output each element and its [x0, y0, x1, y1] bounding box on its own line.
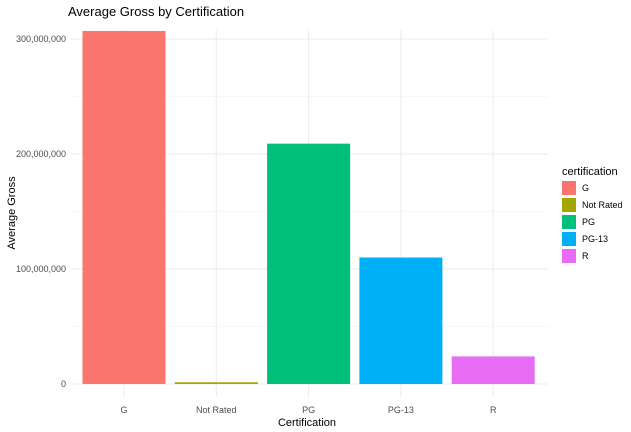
x-axis-ticks: G Not Rated PG PG-13 R [120, 405, 496, 415]
legend-swatch [562, 215, 576, 229]
x-tick-label: PG [302, 405, 315, 415]
bar [267, 143, 351, 384]
y-axis-title: Average Gross [6, 176, 18, 250]
y-axis-ticks: 0 100,000,000 200,000,000 300,000,000 [16, 34, 66, 389]
legend-swatch [562, 181, 576, 195]
y-tick-label: 100,000,000 [16, 264, 66, 274]
legend-label: G [582, 183, 589, 193]
x-tick-label: R [490, 405, 497, 415]
bar [359, 257, 443, 384]
legend: certification G Not Rated PG PG-13 R [562, 166, 623, 263]
legend-label: PG [582, 217, 595, 227]
x-tick-label: PG-13 [388, 405, 414, 415]
y-tick-label: 200,000,000 [16, 149, 66, 159]
x-tick-label: G [120, 405, 127, 415]
legend-title: certification [562, 166, 618, 178]
x-axis-title: Certification [278, 417, 336, 429]
legend-swatch [562, 198, 576, 212]
y-tick-label: 300,000,000 [16, 34, 66, 44]
legend-label: R [582, 251, 589, 261]
bar [174, 382, 258, 384]
bar [451, 356, 535, 384]
y-tick-label: 0 [61, 379, 66, 389]
bars [82, 30, 535, 384]
x-tick-label: Not Rated [196, 405, 237, 415]
chart-title: Average Gross by Certification [68, 4, 244, 19]
legend-swatch [562, 249, 576, 263]
legend-label: PG-13 [582, 234, 608, 244]
bar [82, 30, 166, 384]
legend-swatch [562, 232, 576, 246]
legend-label: Not Rated [582, 200, 623, 210]
